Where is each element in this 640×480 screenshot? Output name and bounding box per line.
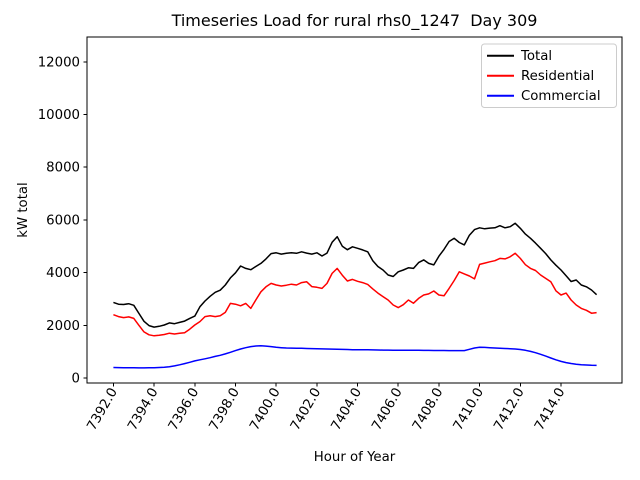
- y-tick-label: 0: [72, 371, 80, 386]
- x-tick-label: 7394.0: [125, 386, 161, 434]
- legend-label-residential: Residential: [521, 69, 594, 84]
- y-tick-label: 4000: [46, 266, 80, 281]
- axes-frame: [86, 36, 623, 384]
- y-tick-label: 10000: [38, 108, 80, 123]
- chart-title: Timeseries Load for rural rhs0_1247 Day …: [171, 11, 538, 31]
- legend-box: [481, 43, 617, 108]
- x-tick-label: 7392.0: [85, 386, 121, 434]
- y-tick-label: 8000: [46, 161, 80, 176]
- x-tick-label: 7412.0: [491, 386, 527, 434]
- x-tick-label: 7404.0: [329, 386, 365, 434]
- y-tick-label: 12000: [38, 55, 80, 70]
- x-tick-label: 7400.0: [247, 386, 283, 434]
- y-axis-label: kW total: [16, 182, 31, 237]
- x-tick-label: 7406.0: [369, 386, 405, 434]
- series-line-commercial: [113, 345, 597, 369]
- legend-label-commercial: Commercial: [521, 89, 601, 104]
- legend-label-total: Total: [520, 49, 552, 64]
- legend: Total Residential Commercial: [481, 43, 617, 108]
- x-tick-label: 7398.0: [207, 386, 243, 434]
- x-tick-label: 7396.0: [166, 386, 202, 434]
- x-tick-label: 7414.0: [532, 386, 568, 434]
- x-axis-label: Hour of Year: [314, 450, 396, 465]
- y-tick-label: 6000: [46, 213, 80, 228]
- x-tick-label: 7402.0: [288, 386, 324, 434]
- series-line-residential: [113, 252, 597, 337]
- y-tick-label: 2000: [46, 319, 80, 334]
- series-line-total: [113, 222, 598, 328]
- plot-area: [113, 222, 598, 369]
- x-tick-label: 7410.0: [451, 386, 487, 434]
- x-tick-label: 7408.0: [410, 386, 446, 434]
